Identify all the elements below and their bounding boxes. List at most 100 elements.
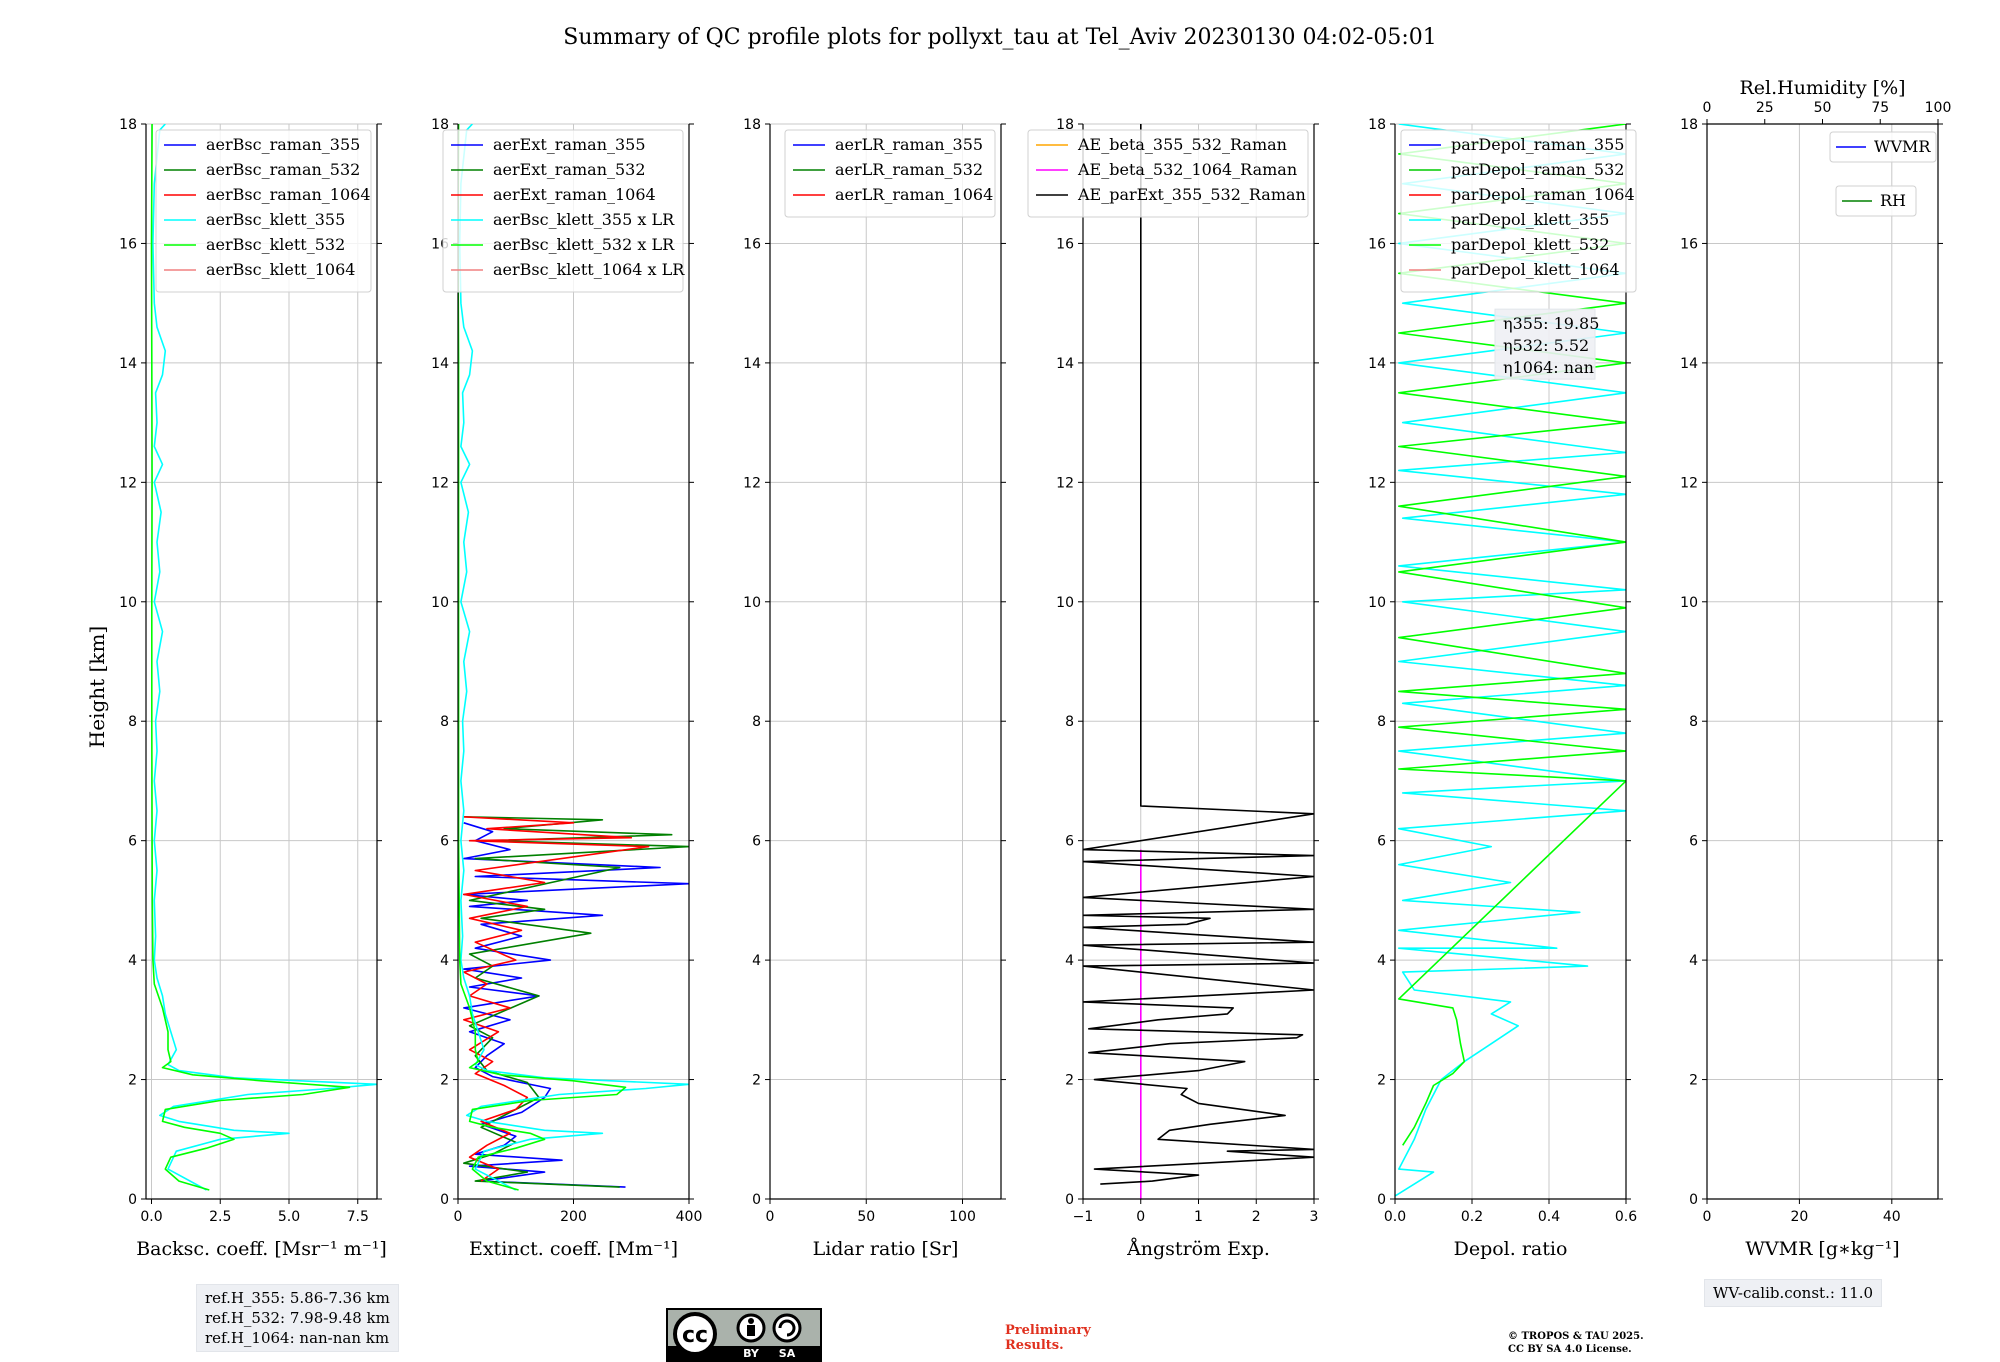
- ytick-label: 14: [1368, 356, 1386, 372]
- xtick-label: 400: [676, 1209, 703, 1225]
- figure-title: Summary of QC profile plots for pollyxt_…: [563, 25, 1436, 50]
- ytick-label: 4: [1689, 953, 1698, 969]
- xtick-label: 100: [949, 1209, 976, 1225]
- xtick-label: 0.0: [1384, 1209, 1406, 1225]
- legend-entry: parDepol_raman_1064: [1451, 185, 1635, 204]
- ytick-label: 0: [128, 1192, 137, 1208]
- ytick-label: 0: [1689, 1192, 1698, 1208]
- legend-entry: aerLR_raman_1064: [835, 185, 993, 204]
- ytick-label: 8: [752, 714, 761, 730]
- legend-entry: aerBsc_raman_355: [206, 135, 360, 154]
- ytick-label: 18: [1368, 117, 1386, 133]
- ytick-label: 6: [1065, 834, 1074, 850]
- legend: aerLR_raman_355 aerLR_raman_532 aerLR_rama…: [784, 129, 996, 218]
- ytick-label: 6: [1377, 834, 1386, 850]
- panel-lr: 0 2 4 6 8 10 12 14 16 18 0 50 100 Lidar ratio [Sr] aer…: [743, 117, 1006, 1260]
- ytick-label: 4: [128, 953, 137, 969]
- legend: WVMR RH: [1829, 131, 1937, 217]
- legend-box: [1400, 129, 1637, 293]
- ytick-label: 2: [752, 1073, 761, 1089]
- ytick-label: 2: [1689, 1073, 1698, 1089]
- xtick-label: 200: [560, 1209, 587, 1225]
- ytick-label: 16: [1680, 236, 1698, 252]
- series-line-aerBsc_klett_355 x LR: [458, 124, 689, 1191]
- ytick-label: 8: [1689, 714, 1698, 730]
- ytick-label: 12: [743, 475, 761, 491]
- panel-depol: 0 2 4 6 8 10 12 14 16 18 0.0 0.2 0.4 0.6 Depol. ratio p…: [1368, 117, 1637, 1260]
- legend-entry: aerBsc_klett_1064 x LR: [493, 260, 685, 279]
- xtick-label: 0.4: [1538, 1209, 1560, 1225]
- xtick-label: −1: [1073, 1209, 1094, 1225]
- refh-355: ref.H_355: 5.86-7.36 km: [205, 1289, 390, 1307]
- xtick-label: 3: [1310, 1209, 1319, 1225]
- legend: AE_beta_355_532_Raman AE_beta_532_1064_Ra…: [1027, 129, 1309, 218]
- eta-annotation-line: η1064: nan: [1503, 358, 1594, 377]
- ytick-label: 18: [1056, 117, 1074, 133]
- ytick-label: 0: [1377, 1192, 1386, 1208]
- legend-entry: aerExt_raman_532: [493, 160, 646, 179]
- ytick-label: 18: [1680, 117, 1698, 133]
- ytick-label: 10: [1056, 595, 1074, 611]
- reference-height-box: ref.H_355: 5.86-7.36 km ref.H_532: 7.98-…: [196, 1284, 399, 1352]
- series-line-aerExt_raman_1064: [463, 816, 650, 1182]
- by-label: BY: [743, 1347, 760, 1360]
- ytick-label: 12: [1056, 475, 1074, 491]
- preliminary-line-1: Preliminary: [1005, 1323, 1091, 1338]
- ytick-label: 14: [1680, 356, 1698, 372]
- xtick-label: 0.6: [1615, 1209, 1637, 1225]
- ytick-label: 4: [1377, 953, 1386, 969]
- legend: parDepol_raman_355 parDepol_raman_532 parD…: [1400, 129, 1637, 293]
- ytick-label: 18: [431, 117, 449, 133]
- legend-entry: parDepol_klett_532: [1451, 235, 1609, 254]
- ytick-label: 6: [440, 834, 449, 850]
- x2tick-label: 50: [1814, 100, 1832, 116]
- legend-entry: AE_beta_355_532_Raman: [1077, 135, 1287, 154]
- eta-annotation-line: η355: 19.85: [1503, 314, 1599, 333]
- ytick-label: 10: [743, 595, 761, 611]
- legend-entry: aerExt_raman_355: [493, 135, 646, 154]
- series-line-parDepol_klett_355: [1395, 124, 1626, 1197]
- copyright-line-1: © TROPOS & TAU 2025.: [1508, 1331, 1644, 1342]
- sa-share-icon: [772, 1313, 802, 1343]
- ytick-label: 2: [1065, 1073, 1074, 1089]
- ytick-label: 0: [752, 1192, 761, 1208]
- xtick-label: 40: [1883, 1209, 1901, 1225]
- x2tick-label: 25: [1756, 100, 1774, 116]
- legend-entry: aerBsc_raman_532: [206, 160, 360, 179]
- ytick-label: 4: [752, 953, 761, 969]
- refh-1064: ref.H_1064: nan-nan km: [205, 1329, 390, 1347]
- ytick-label: 12: [431, 475, 449, 491]
- ytick-label: 4: [440, 953, 449, 969]
- legend-entry: RH: [1880, 191, 1906, 210]
- ytick-label: 2: [440, 1073, 449, 1089]
- legend-entry: aerBsc_klett_532 x LR: [493, 235, 675, 254]
- xtick-label: 0.2: [1461, 1209, 1483, 1225]
- sa-label: SA: [779, 1347, 796, 1360]
- x-axis-label: Lidar ratio [Sr]: [813, 1238, 959, 1260]
- ytick-label: 14: [431, 356, 449, 372]
- legend-entry: aerExt_raman_1064: [493, 185, 656, 204]
- legend-entry: aerBsc_klett_355: [206, 210, 345, 229]
- xtick-label: 50: [857, 1209, 875, 1225]
- ytick-label: 0: [1065, 1192, 1074, 1208]
- ytick-label: 6: [752, 834, 761, 850]
- legend: aerExt_raman_355 aerExt_raman_532 aerExt_r…: [442, 129, 685, 293]
- cc-license-badge: cc BY SA: [666, 1308, 822, 1362]
- legend-entry: aerLR_raman_532: [835, 160, 983, 179]
- legend-entry: parDepol_klett_1064: [1451, 260, 1620, 279]
- ytick-label: 8: [440, 714, 449, 730]
- ytick-label: 2: [1377, 1073, 1386, 1089]
- legend-box: [1027, 129, 1309, 218]
- x-axis-label: Depol. ratio: [1454, 1238, 1568, 1260]
- ytick-label: 14: [119, 356, 137, 372]
- xtick-label: 5.0: [278, 1209, 300, 1225]
- plot-area: [1395, 124, 1626, 1197]
- ytick-label: 8: [128, 714, 137, 730]
- legend-entry: WVMR: [1874, 137, 1931, 156]
- x-axis-label: WVMR [g∗kg⁻¹]: [1745, 1238, 1899, 1260]
- xtick-label: 1: [1194, 1209, 1203, 1225]
- series-line-parDepol_klett_532: [1398, 124, 1626, 1146]
